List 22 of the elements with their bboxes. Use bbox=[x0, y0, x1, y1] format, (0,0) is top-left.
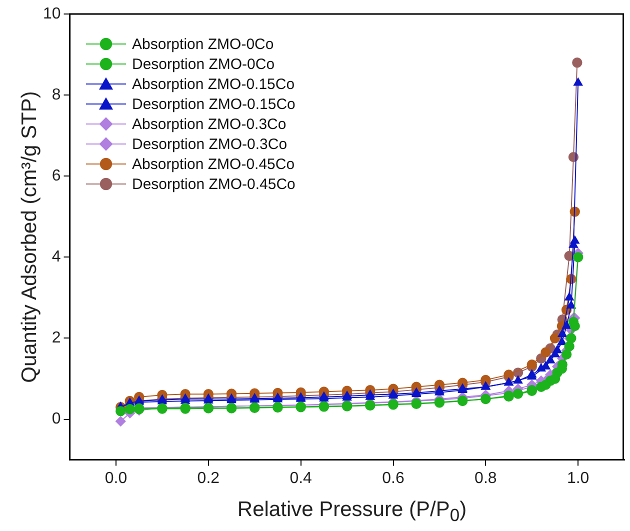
y-tick-label: 8 bbox=[52, 86, 61, 104]
x-tick-label: 0.0 bbox=[104, 470, 128, 487]
x-tick-label: 0.4 bbox=[290, 470, 312, 487]
legend-label: Absorption ZMO-0.3Co bbox=[132, 116, 286, 132]
legend-label: Absorption ZMO-0.15Co bbox=[132, 76, 295, 92]
legend-label: Desorption ZMO-0.15Co bbox=[132, 96, 296, 112]
y-tick-label: 2 bbox=[52, 330, 61, 347]
y-tick-label: 6 bbox=[52, 168, 61, 185]
x-tick-label: 0.6 bbox=[382, 470, 404, 487]
x-tick-label: 0.8 bbox=[474, 470, 497, 487]
legend-label: Absorption ZMO-0Co bbox=[132, 36, 274, 52]
y-tick-label: 0 bbox=[52, 410, 61, 428]
legend-label: Desorption ZMO-0.45Co bbox=[132, 176, 296, 192]
legend-label: Absorption ZMO-0.45Co bbox=[132, 156, 295, 172]
legend-label: Desorption ZMO-0Co bbox=[132, 56, 275, 72]
y-tick-label: 10 bbox=[43, 5, 61, 22]
x-axis-title: Relative Pressure (P/P$_{0}$) bbox=[236, 498, 468, 526]
x-tick-label: 0.2 bbox=[197, 470, 220, 487]
legend-label: Desorption ZMO-0.3Co bbox=[132, 136, 288, 152]
y-axis-title: Quantity Adsorbed (cm³/g STP) bbox=[18, 90, 42, 385]
y-tick-label: 4 bbox=[52, 248, 61, 266]
x-tick-label: 1.0 bbox=[566, 470, 590, 487]
